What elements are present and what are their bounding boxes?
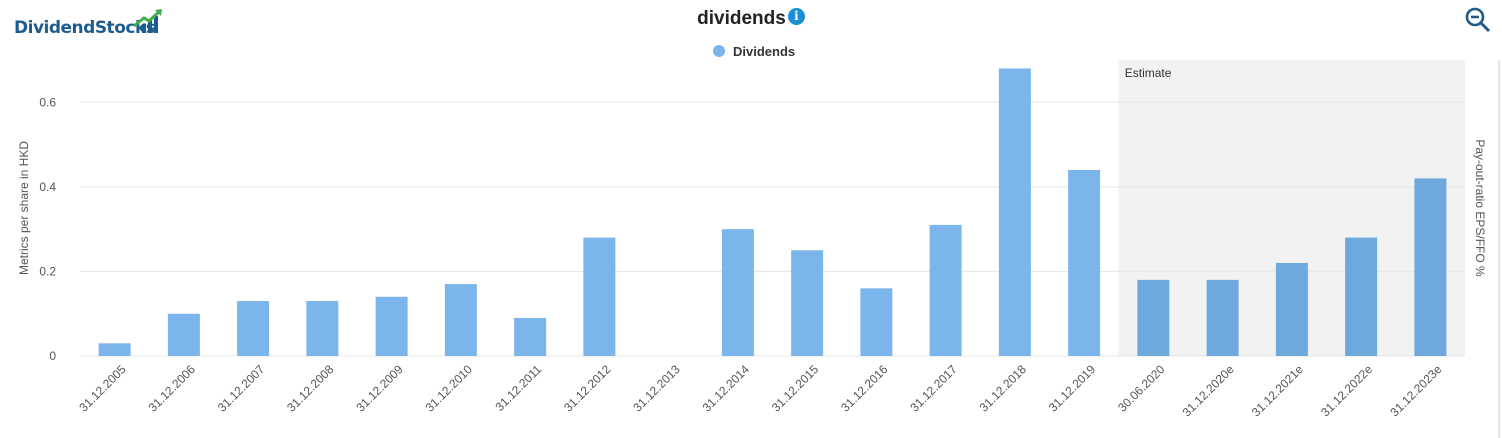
bar[interactable]: [98, 343, 131, 356]
x-tick-label: 31.12.2009: [353, 362, 406, 415]
x-tick-label: 31.12.2021e: [1249, 362, 1306, 419]
y-axis-title-right: Pay-out-ratio EPS/FFO %: [1473, 139, 1487, 277]
x-tick-label: 31.12.2008: [284, 362, 337, 415]
x-tick-label: 31.12.2012: [561, 362, 614, 415]
y-axis-title: Metrics per share in HKD: [17, 141, 31, 275]
bar[interactable]: [167, 313, 200, 356]
legend-marker: [713, 45, 725, 57]
bar[interactable]: [791, 250, 824, 356]
bar[interactable]: [1345, 237, 1378, 356]
bar[interactable]: [1414, 178, 1447, 356]
bar[interactable]: [1068, 169, 1101, 356]
y-tick-label: 0.4: [39, 180, 56, 194]
legend[interactable]: Dividends: [713, 44, 795, 59]
x-tick-label: 31.12.2018: [977, 362, 1030, 415]
y-tick-label: 0.6: [39, 95, 56, 109]
x-tick-label: 31.12.2014: [700, 362, 753, 415]
bar[interactable]: [1137, 279, 1170, 356]
x-tick-label: 31.12.2007: [215, 362, 268, 415]
bar[interactable]: [721, 229, 754, 356]
legend-label: Dividends: [733, 44, 795, 59]
x-tick-label: 31.12.2023e: [1387, 362, 1444, 419]
x-tick-label: 31.12.2015: [769, 362, 822, 415]
bar[interactable]: [514, 317, 547, 356]
x-tick-label: 30.06.2020: [1115, 362, 1168, 415]
bar[interactable]: [1275, 262, 1308, 356]
x-tick-label: 31.12.2022e: [1318, 362, 1375, 419]
info-icon[interactable]: i: [787, 8, 805, 25]
bar[interactable]: [583, 237, 616, 356]
bar[interactable]: [237, 301, 270, 356]
zoom-out-icon[interactable]: [1464, 6, 1492, 34]
chart-right-border: [1498, 60, 1500, 438]
bar[interactable]: [1206, 279, 1239, 356]
chart-title: dividends: [697, 8, 786, 29]
x-tick-label: 31.12.2006: [146, 362, 199, 415]
x-tick-label: 31.12.2005: [76, 362, 129, 415]
x-tick-label: 31.12.2020e: [1180, 362, 1237, 419]
x-tick-label: 31.12.2016: [838, 362, 891, 415]
x-tick-label: 31.12.2010: [423, 362, 476, 415]
y-tick-label: 0: [49, 349, 56, 363]
y-tick-label: 0.2: [39, 264, 56, 278]
bar[interactable]: [375, 296, 408, 356]
bar[interactable]: [860, 288, 893, 356]
estimate-label: Estimate: [1125, 66, 1172, 80]
x-tick-label: 31.12.2017: [907, 362, 960, 415]
logo-text: DividendStocks: [14, 18, 156, 38]
x-tick-label: 31.12.2013: [630, 362, 683, 415]
bar[interactable]: [444, 284, 477, 356]
bar[interactable]: [929, 224, 962, 356]
logo-chart-icon: [133, 9, 162, 33]
x-tick-label: 31.12.2019: [1046, 362, 1099, 415]
bar[interactable]: [306, 301, 339, 356]
x-tick-label: 31.12.2011: [493, 362, 545, 414]
bar[interactable]: [998, 68, 1031, 356]
